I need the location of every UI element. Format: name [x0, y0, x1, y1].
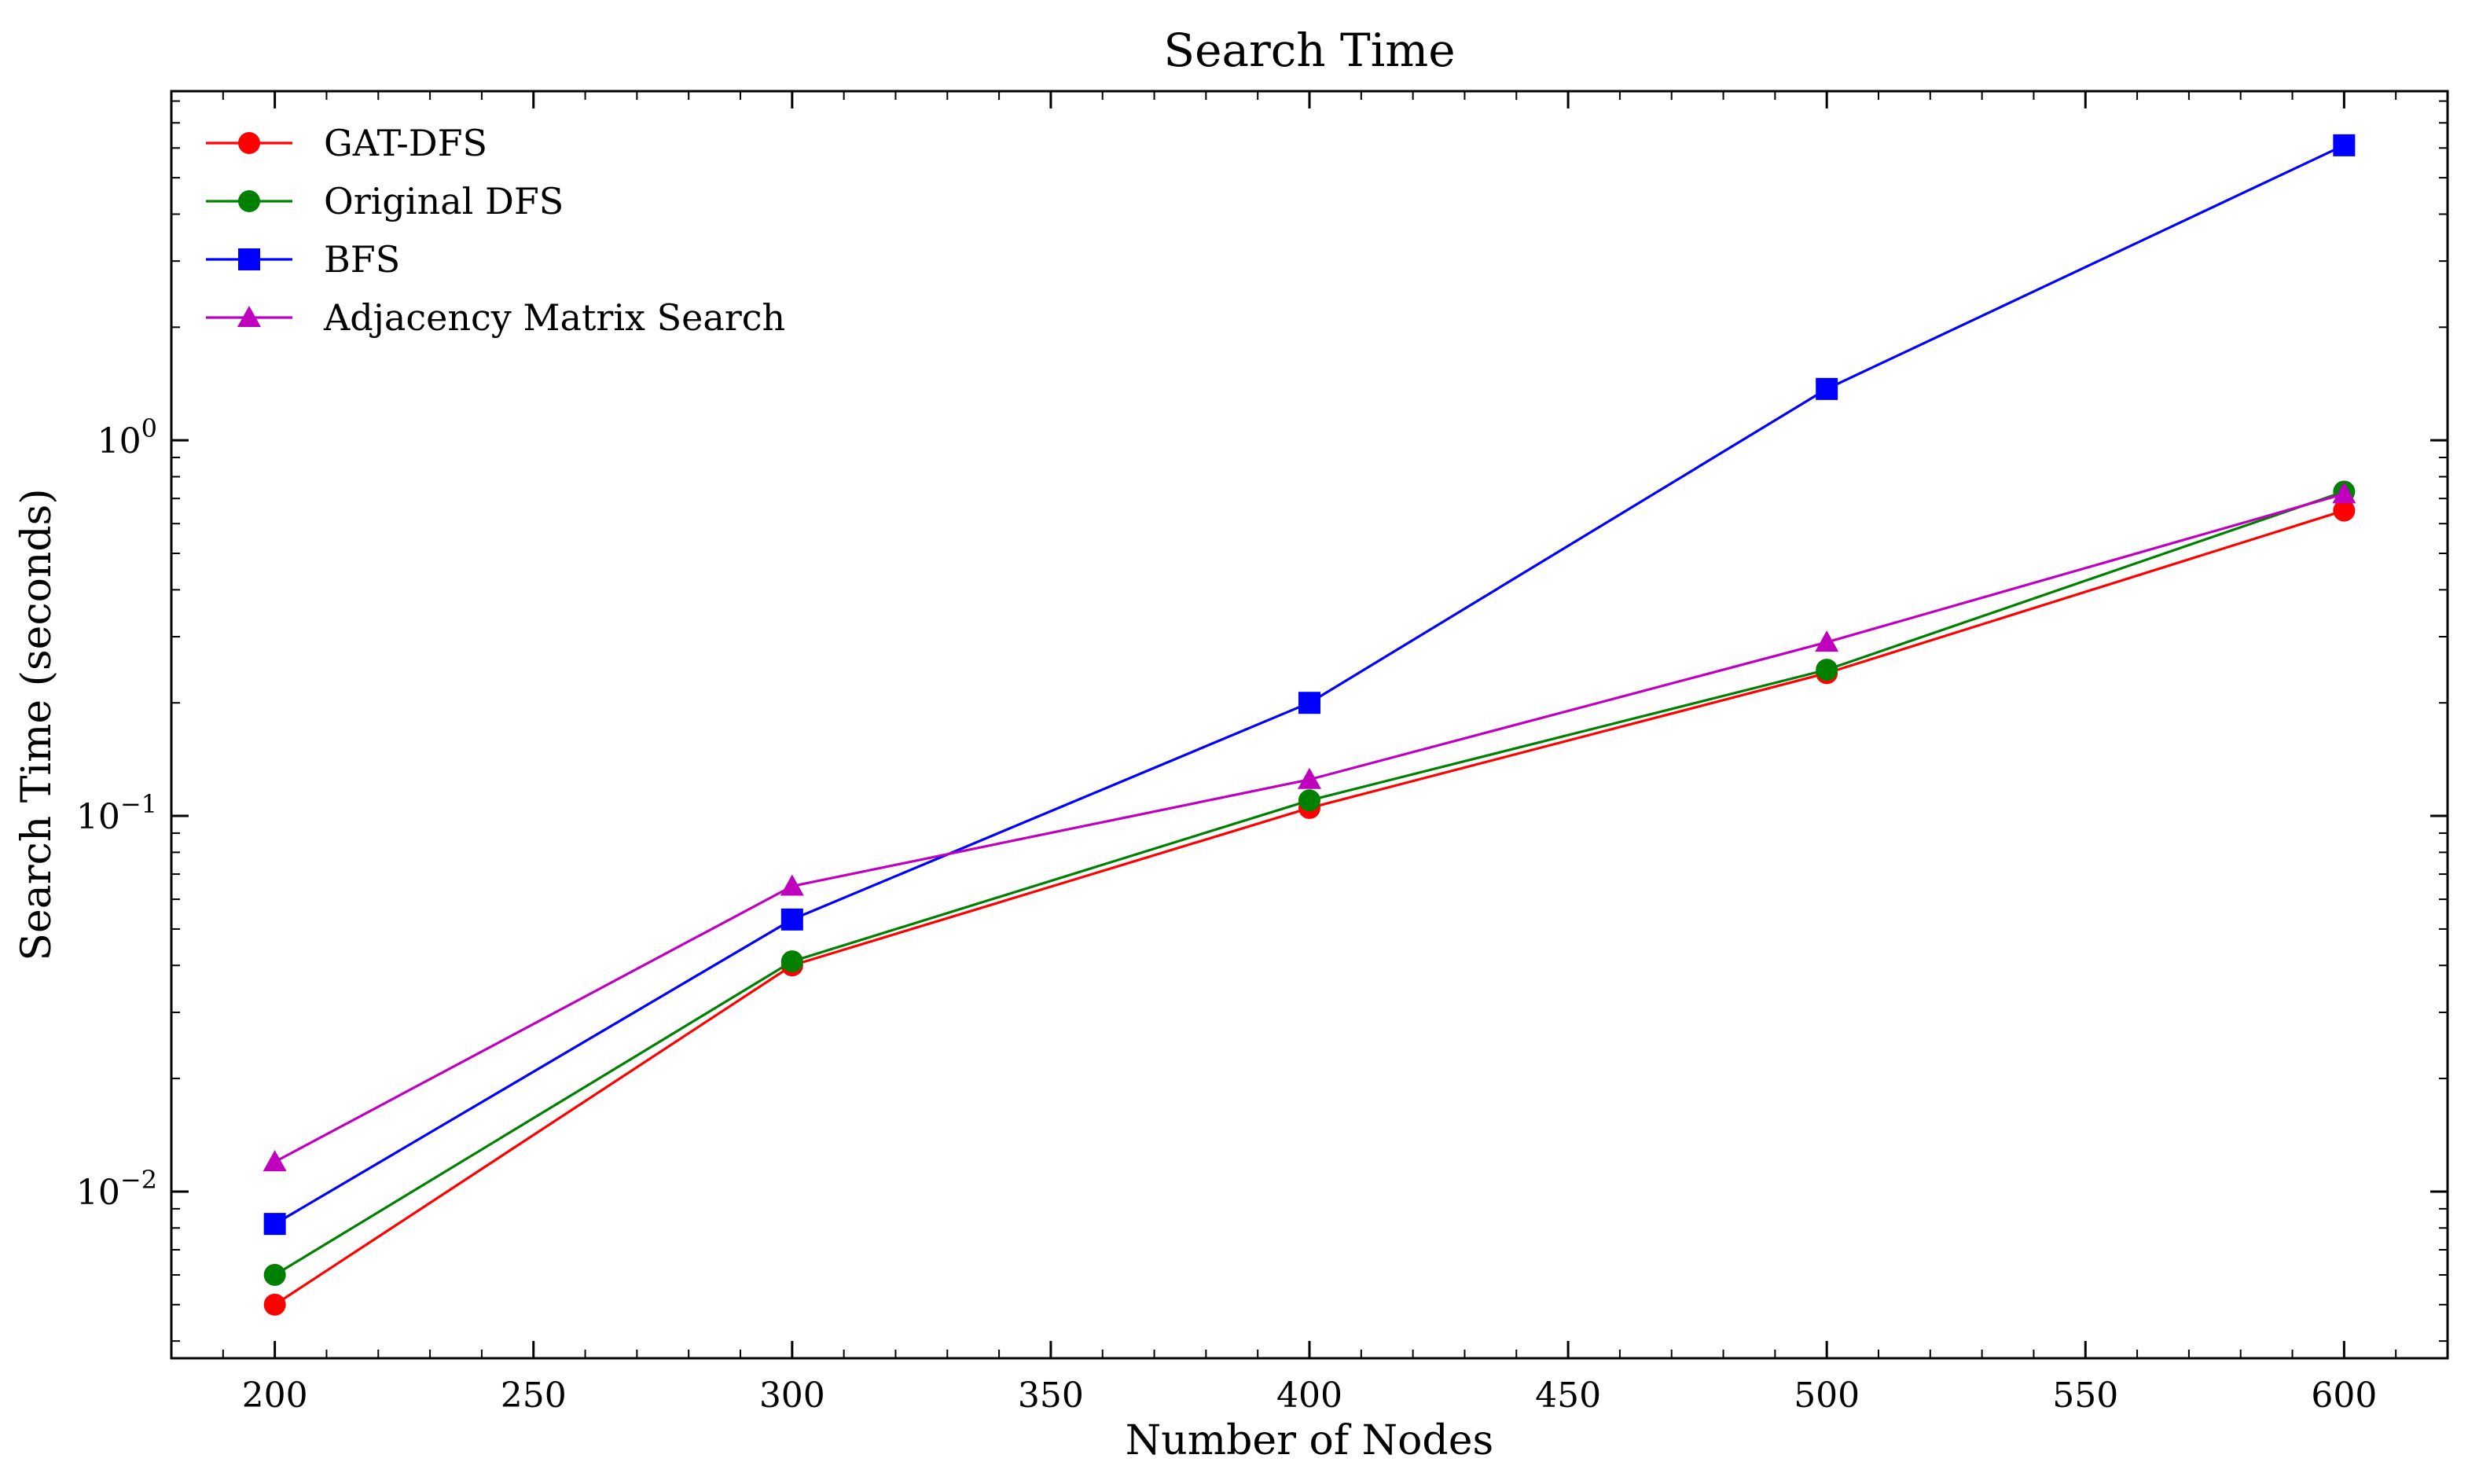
legend-marker	[237, 306, 261, 327]
x-tick-label: 300	[759, 1376, 825, 1416]
x-tick-label: 400	[1276, 1376, 1342, 1416]
x-axis-label: Number of Nodes	[1126, 1417, 1493, 1464]
series-line	[274, 509, 2345, 1306]
data-point	[2333, 134, 2356, 156]
data-point	[780, 950, 803, 973]
x-tick-label: 550	[2052, 1376, 2118, 1416]
y-tick-label: 10−1	[76, 789, 157, 837]
data-point	[780, 908, 803, 931]
data-point	[1815, 630, 1839, 652]
x-tick-label: 350	[1018, 1376, 1084, 1416]
y-axis-label: Search Time (seconds)	[13, 488, 61, 961]
legend-marker	[238, 248, 260, 270]
chart-title: Search Time	[1163, 24, 1455, 77]
legend-marker	[238, 132, 260, 154]
plot-layer	[263, 134, 2356, 1316]
data-point	[1298, 692, 1320, 714]
tick-layer: 200 250 300 350 400 450 500 550 600 10−2 10−1 100	[76, 91, 2448, 1416]
data-point	[263, 1150, 287, 1172]
data-point	[263, 1213, 286, 1236]
x-tick-label: 600	[2311, 1376, 2377, 1416]
legend-label: Adjacency Matrix Search	[323, 296, 785, 339]
x-tick-label: 450	[1535, 1376, 1601, 1416]
data-point	[1298, 767, 1321, 789]
series-line	[274, 492, 2345, 1163]
legend-label: GAT-DFS	[324, 122, 487, 164]
data-point	[1816, 377, 1838, 400]
data-point	[263, 1263, 286, 1286]
data-point	[1298, 789, 1320, 812]
y-tick-label: 100	[97, 413, 157, 461]
x-tick-label: 200	[242, 1376, 308, 1416]
x-tick-label: 250	[501, 1376, 567, 1416]
data-point	[780, 874, 804, 896]
data-point	[2333, 499, 2356, 522]
legend-label: BFS	[324, 238, 400, 281]
legend: GAT-DFS Original DFS BFS Adjacency Matrix S…	[206, 122, 785, 339]
data-point	[263, 1293, 286, 1316]
x-tick-label: 500	[1794, 1376, 1860, 1416]
data-point	[2332, 482, 2356, 504]
legend-marker	[238, 190, 260, 212]
y-tick-label: 10−2	[76, 1165, 157, 1213]
legend-label: Original DFS	[324, 180, 564, 222]
data-point	[1816, 659, 1838, 681]
plot-frame	[170, 90, 2449, 1360]
